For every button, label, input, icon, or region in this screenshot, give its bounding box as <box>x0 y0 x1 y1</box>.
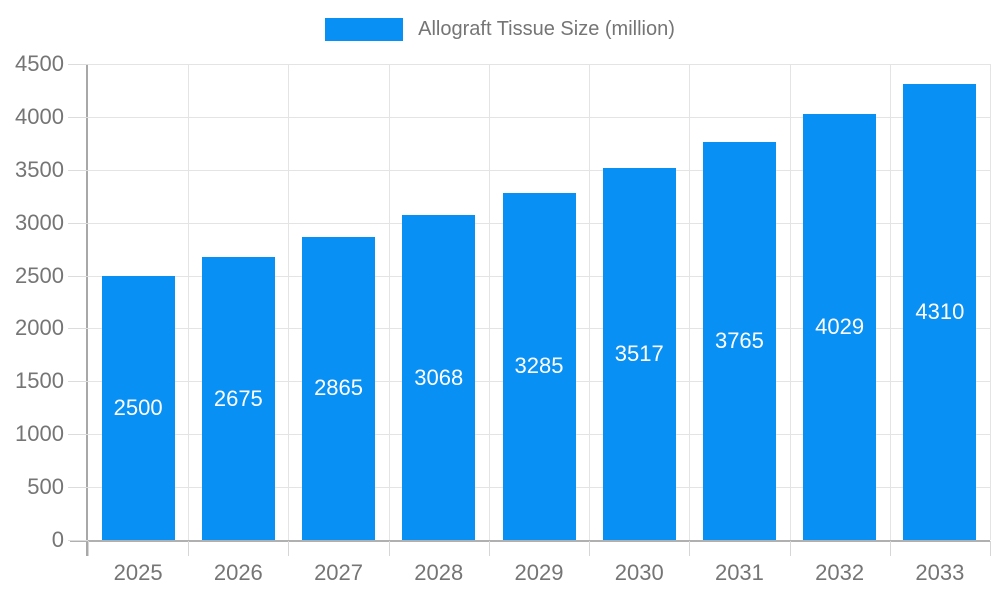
y-axis-tick <box>68 275 88 277</box>
y-axis-tick-label: 3500 <box>15 156 64 182</box>
bar-value-label: 3517 <box>614 340 664 366</box>
x-axis-category-label: 2028 <box>414 560 464 585</box>
bar[interactable]: 3068 <box>402 215 476 540</box>
vertical-gridline <box>288 64 290 540</box>
y-axis-tick <box>68 381 88 383</box>
y-axis-tick-label: 0 <box>51 527 64 552</box>
x-axis-category-label: 2029 <box>514 560 564 585</box>
x-axis-tick <box>789 541 791 556</box>
y-axis-tick <box>68 169 88 171</box>
bar-value-label: 2865 <box>314 375 364 401</box>
x-axis-tick <box>689 541 691 556</box>
y-axis-tick-label: 1500 <box>15 368 64 394</box>
bar[interactable]: 3285 <box>502 192 576 540</box>
bar-value-label: 3068 <box>414 364 464 390</box>
bar-value-label: 4310 <box>915 299 965 325</box>
y-axis-tick-label: 1000 <box>15 421 64 447</box>
x-axis-category-label: 2027 <box>314 560 364 585</box>
bar[interactable]: 3765 <box>702 141 776 540</box>
x-axis-category-label: 2026 <box>213 560 263 585</box>
vertical-gridline <box>589 64 591 540</box>
horizontal-gridline <box>88 169 990 171</box>
bar-value-label: 3765 <box>714 327 764 353</box>
x-axis-tick <box>488 541 490 556</box>
y-axis-line <box>86 64 88 556</box>
horizontal-gridline <box>88 116 990 118</box>
legend-label: Allograft Tissue Size (million) <box>418 18 675 40</box>
y-axis-tick <box>68 487 88 489</box>
y-axis-tick-label: 4000 <box>15 103 64 129</box>
x-axis-category-label: 2033 <box>915 560 965 585</box>
x-axis-category-label: 2025 <box>113 560 163 585</box>
y-axis-tick-label: 3000 <box>15 209 64 235</box>
legend-item[interactable]: Allograft Tissue Size (million) <box>0 18 1000 41</box>
x-axis-category-label: 2031 <box>714 560 764 585</box>
vertical-gridline <box>188 64 190 540</box>
bar-value-label: 2675 <box>213 385 263 411</box>
vertical-gridline <box>789 64 791 540</box>
vertical-gridline <box>889 64 891 540</box>
bar[interactable]: 4029 <box>803 113 877 540</box>
bar-value-label: 4029 <box>815 313 865 339</box>
x-axis-tick <box>889 541 891 556</box>
vertical-gridline <box>488 64 490 540</box>
bar[interactable]: 3517 <box>602 167 676 540</box>
y-axis-tick-label: 4500 <box>15 51 64 76</box>
bar[interactable]: 2865 <box>302 236 376 540</box>
legend-swatch <box>325 18 404 41</box>
x-axis-tick <box>990 541 991 556</box>
y-axis-tick-label: 2500 <box>15 262 64 288</box>
x-axis-tick <box>589 541 591 556</box>
x-axis-tick <box>388 541 390 556</box>
vertical-gridline <box>990 64 991 540</box>
plot-area: 2500 2675 2865 3068 3285 3517 3765 4029 4310 <box>88 64 991 540</box>
vertical-gridline <box>689 64 691 540</box>
y-axis-tick <box>68 116 88 118</box>
y-axis-tick <box>68 222 88 224</box>
y-axis-tick <box>68 540 88 541</box>
y-axis-tick <box>68 434 88 436</box>
vertical-gridline <box>388 64 390 540</box>
y-axis-tick-label: 500 <box>27 474 64 500</box>
y-axis-tick <box>68 328 88 330</box>
x-axis-category-label: 2032 <box>815 560 865 585</box>
horizontal-gridline <box>88 64 990 65</box>
x-axis-tick <box>288 541 290 556</box>
bar[interactable]: 4310 <box>903 84 977 540</box>
x-axis-tick <box>188 541 190 556</box>
bar[interactable]: 2675 <box>201 257 275 540</box>
bar-value-label: 2500 <box>113 394 163 420</box>
x-axis-line <box>70 540 990 542</box>
bar-value-label: 3285 <box>514 353 564 379</box>
y-axis-tick-label: 2000 <box>15 315 64 341</box>
x-axis-tick <box>88 541 89 556</box>
bar[interactable]: 2500 <box>101 275 175 540</box>
x-axis-category-label: 2030 <box>614 560 664 585</box>
y-axis-tick <box>68 64 88 65</box>
